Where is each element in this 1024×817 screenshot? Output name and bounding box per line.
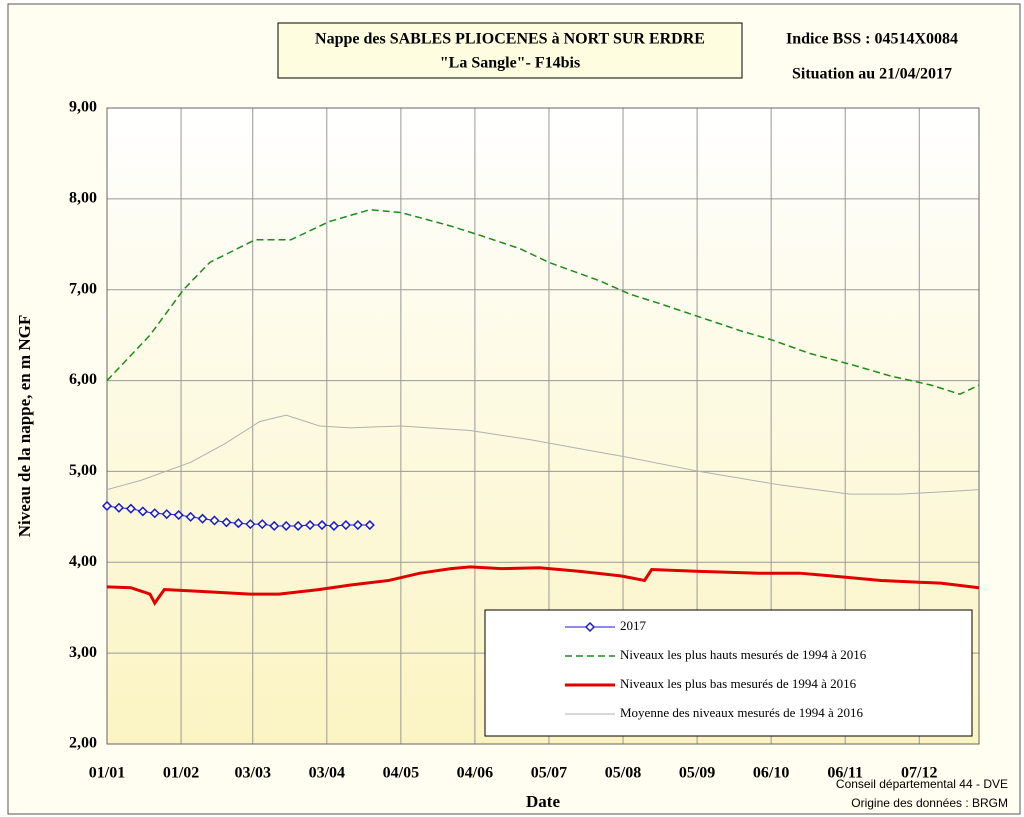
x-tick-label: 06/11 <box>827 765 863 782</box>
data-point <box>161 509 172 520</box>
y-tick-label: 5,00 <box>69 462 97 479</box>
data-point <box>137 506 148 517</box>
x-axis-title: Date <box>526 792 560 811</box>
x-tick-label: 07/12 <box>901 765 937 782</box>
data-point <box>185 511 196 522</box>
legend-label: Moyenne des niveaux mesurés de 1994 à 20… <box>620 705 863 720</box>
x-tick-label: 05/08 <box>605 765 641 782</box>
x-tick-label: 05/09 <box>679 765 715 782</box>
y-tick-label: 7,00 <box>69 280 97 297</box>
data-point <box>328 520 340 532</box>
legend-box <box>484 609 973 737</box>
x-tick-label: 01/02 <box>163 765 199 782</box>
y-tick-label: 8,00 <box>69 190 97 207</box>
data-point <box>305 519 316 531</box>
data-point <box>293 520 304 532</box>
footer-note: Origine des données : BRGM <box>851 796 1008 810</box>
footer-note: Conseil départemental 44 - DVE <box>836 777 1008 791</box>
x-tick-label: 04/06 <box>457 765 493 782</box>
data-point <box>245 519 256 530</box>
data-line <box>106 565 980 607</box>
data-point <box>316 519 328 531</box>
data-point <box>269 520 280 532</box>
data-point <box>340 519 351 531</box>
data-point <box>364 519 375 531</box>
y-tick-label: 3,00 <box>69 644 97 661</box>
data-point <box>233 518 244 529</box>
annotation: Situation au 21/04/2017 <box>792 66 952 83</box>
data-point <box>221 517 232 528</box>
data-point <box>101 500 113 512</box>
y-axis-title: Niveau de la nappe, en m NGF <box>15 315 34 537</box>
data-point <box>281 520 292 532</box>
chart-title: Nappe des SABLES PLIOCENES à NORT SUR ER… <box>315 31 705 48</box>
plot-border <box>106 107 980 745</box>
data-point <box>257 519 268 530</box>
x-tick-label: 01/01 <box>89 765 125 782</box>
y-tick-label: 2,00 <box>69 735 97 752</box>
data-point <box>197 513 208 524</box>
data-point <box>149 508 160 519</box>
data-point <box>209 515 220 526</box>
data-point <box>113 502 125 513</box>
y-tick-label: 4,00 <box>69 553 97 570</box>
chart-subtitle: "La Sangle"- F14bis <box>440 55 580 72</box>
x-tick-label: 04/05 <box>383 765 419 782</box>
x-tick-label: 03/04 <box>309 765 345 782</box>
legend-label: Niveaux les plus bas mesurés de 1994 à 2… <box>620 676 857 691</box>
data-point <box>173 509 184 521</box>
legend-marker <box>584 621 596 633</box>
x-tick-label: 06/10 <box>753 765 789 782</box>
data-point <box>352 519 363 531</box>
legend: 2017 Niveaux les plus hauts mesurés de 19… <box>484 609 973 737</box>
data-point <box>125 503 136 514</box>
y-tick-label: 9,00 <box>69 99 97 116</box>
title-box <box>277 22 743 79</box>
x-tick-label: 03/03 <box>235 765 271 782</box>
x-tick-label: 05/07 <box>531 765 567 782</box>
y-tick-label: 6,00 <box>69 371 97 388</box>
legend-label: 2017 <box>620 618 647 633</box>
annotation: Indice BSS : 04514X0084 <box>786 31 958 48</box>
legend-label: Niveaux les plus hauts mesurés de 1994 à… <box>620 647 867 662</box>
data-line <box>106 414 980 495</box>
